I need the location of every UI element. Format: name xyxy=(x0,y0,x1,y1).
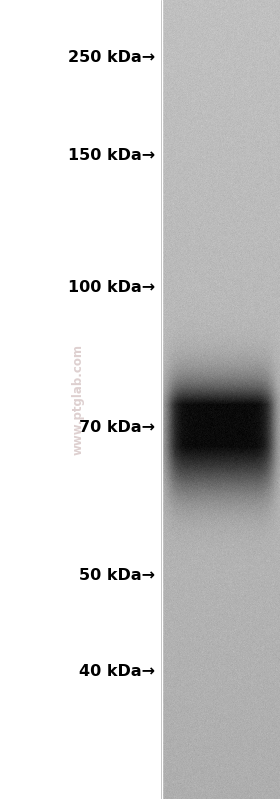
Text: 50 kDa→: 50 kDa→ xyxy=(80,567,155,582)
Text: 250 kDa→: 250 kDa→ xyxy=(68,50,155,65)
Text: 70 kDa→: 70 kDa→ xyxy=(80,420,155,435)
Text: 100 kDa→: 100 kDa→ xyxy=(68,280,155,295)
Text: 150 kDa→: 150 kDa→ xyxy=(68,148,155,162)
Bar xyxy=(0,0,162,799)
Text: 40 kDa→: 40 kDa→ xyxy=(80,665,155,679)
Text: www.ptglab.com: www.ptglab.com xyxy=(72,344,85,455)
